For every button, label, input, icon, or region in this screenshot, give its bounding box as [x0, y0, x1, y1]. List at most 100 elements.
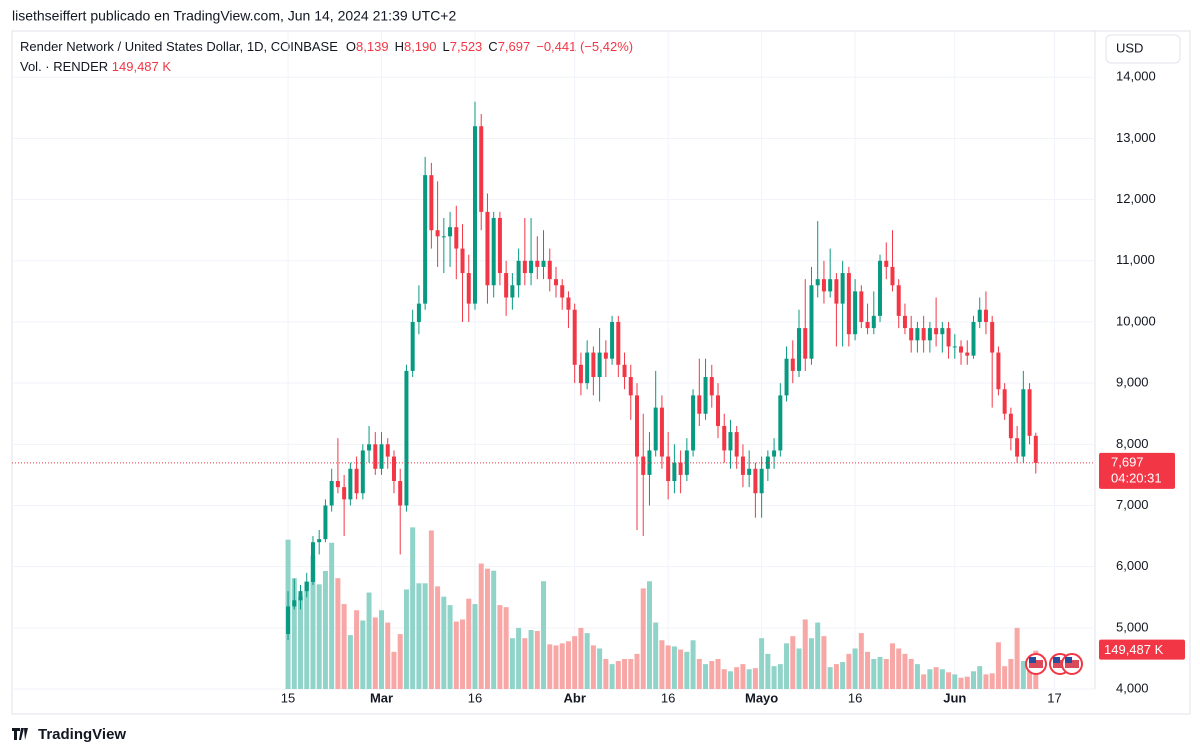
y-tick-label: 11,000: [1116, 252, 1155, 267]
y-tick-label: 14,000: [1116, 69, 1156, 84]
volume-bar: [896, 648, 902, 689]
candle-body: [959, 346, 964, 353]
candle-body: [990, 321, 995, 353]
volume-bar: [304, 581, 310, 689]
candle-body: [659, 407, 664, 457]
volume-bar: [466, 598, 472, 689]
volume-bar: [491, 570, 497, 689]
publisher-header: lisethseiffert publicado en TradingView.…: [12, 8, 456, 24]
candle-body: [765, 456, 770, 469]
candle-body: [360, 450, 365, 494]
x-tick-label: 16: [468, 690, 482, 705]
candle-body: [516, 260, 521, 286]
candle-body: [1021, 389, 1026, 457]
ohlc-value: 7,523: [450, 39, 483, 54]
volume-bar: [665, 645, 671, 689]
candle-body: [634, 395, 639, 457]
volume-bar: [497, 605, 503, 689]
volume-bar: [802, 619, 808, 689]
volume-bar: [615, 661, 621, 689]
volume-bar: [871, 658, 877, 689]
last-price-box: [1099, 452, 1175, 489]
logo-icon: [12, 728, 28, 740]
ohlc-value: 8,139: [356, 39, 389, 54]
candle-body: [497, 217, 502, 274]
volume-bar: [1002, 666, 1008, 689]
candle-body: [1015, 438, 1020, 457]
volume-bar: [877, 656, 883, 689]
volume-bar: [765, 653, 771, 689]
candle-body: [821, 279, 826, 292]
candle-body: [323, 505, 328, 540]
volume-bar: [696, 658, 702, 689]
candle-body: [610, 321, 615, 359]
candle-body: [828, 279, 833, 292]
y-tick-label: 9,000: [1116, 375, 1149, 390]
candle-body: [896, 285, 901, 316]
grid: [12, 32, 1095, 690]
x-tick-label: 16: [848, 690, 862, 705]
volume-bar: [840, 662, 846, 689]
volume-bar: [902, 653, 908, 689]
volume-bar: [827, 667, 833, 689]
candle-body: [510, 285, 515, 298]
candle-body: [666, 456, 671, 482]
volume-bar: [1014, 627, 1020, 689]
symbol-name: Render Network / United States Dollar, 1…: [20, 39, 338, 54]
volume-bar: [435, 586, 441, 689]
volume-bar: [603, 658, 609, 689]
volume-bar: [727, 671, 733, 689]
candle-body: [722, 425, 727, 451]
volume-bar: [578, 627, 584, 689]
candle-body: [753, 468, 758, 494]
volume-bar: [410, 527, 416, 689]
candle-body: [404, 370, 409, 506]
volume-bar: [908, 658, 914, 689]
candle-body: [965, 352, 970, 356]
volume-legend: Vol. · RENDER 149,487 K: [20, 59, 171, 74]
volume-bar: [771, 666, 777, 689]
last-price-label: 7,697: [1111, 454, 1144, 469]
x-tick-label: Mar: [370, 690, 393, 705]
volume-bar: [316, 584, 322, 689]
volume-bar: [416, 583, 422, 689]
volume-bar: [808, 638, 814, 689]
volume-bar: [815, 622, 821, 689]
volume-bar: [553, 645, 559, 689]
currency-button[interactable]: [1105, 34, 1181, 64]
currency-label: USD: [1116, 40, 1143, 55]
ohlc-key: O: [346, 39, 356, 54]
volume-bar: [634, 653, 640, 689]
x-tick-label: 16: [661, 690, 675, 705]
volume-bar: [734, 667, 740, 689]
event-flag-stripes: [1029, 660, 1043, 668]
volume-bar: [379, 610, 385, 689]
x-tick-label: Jun: [943, 690, 966, 705]
candle-body: [672, 462, 677, 482]
volume-bar: [721, 669, 727, 689]
volume-bar: [709, 661, 715, 689]
volume-bar: [989, 673, 995, 689]
volume-bar: [397, 634, 403, 689]
candle-body: [560, 285, 565, 298]
ohlc-key: C: [488, 39, 497, 54]
volume-bar: [291, 578, 297, 689]
volume-bar: [927, 669, 933, 689]
candle-body: [1002, 389, 1007, 414]
candle-body: [310, 542, 315, 582]
candle-body: [335, 481, 340, 488]
volume-bar: [715, 658, 721, 689]
volume-bar: [509, 638, 515, 689]
volume-name: Vol. · RENDER: [20, 59, 108, 74]
volume-bar: [541, 581, 547, 689]
volume-bar: [852, 648, 858, 689]
event-flag-canton: [1053, 657, 1060, 663]
candle-body: [485, 211, 490, 286]
candle-body: [367, 444, 372, 451]
candle-body: [797, 328, 802, 371]
candle-body: [703, 377, 708, 414]
footer-brand: TradingView: [38, 726, 126, 743]
volume-bar: [503, 607, 509, 689]
candle-body: [878, 260, 883, 316]
y-tick-label: 5,000: [1116, 619, 1149, 634]
